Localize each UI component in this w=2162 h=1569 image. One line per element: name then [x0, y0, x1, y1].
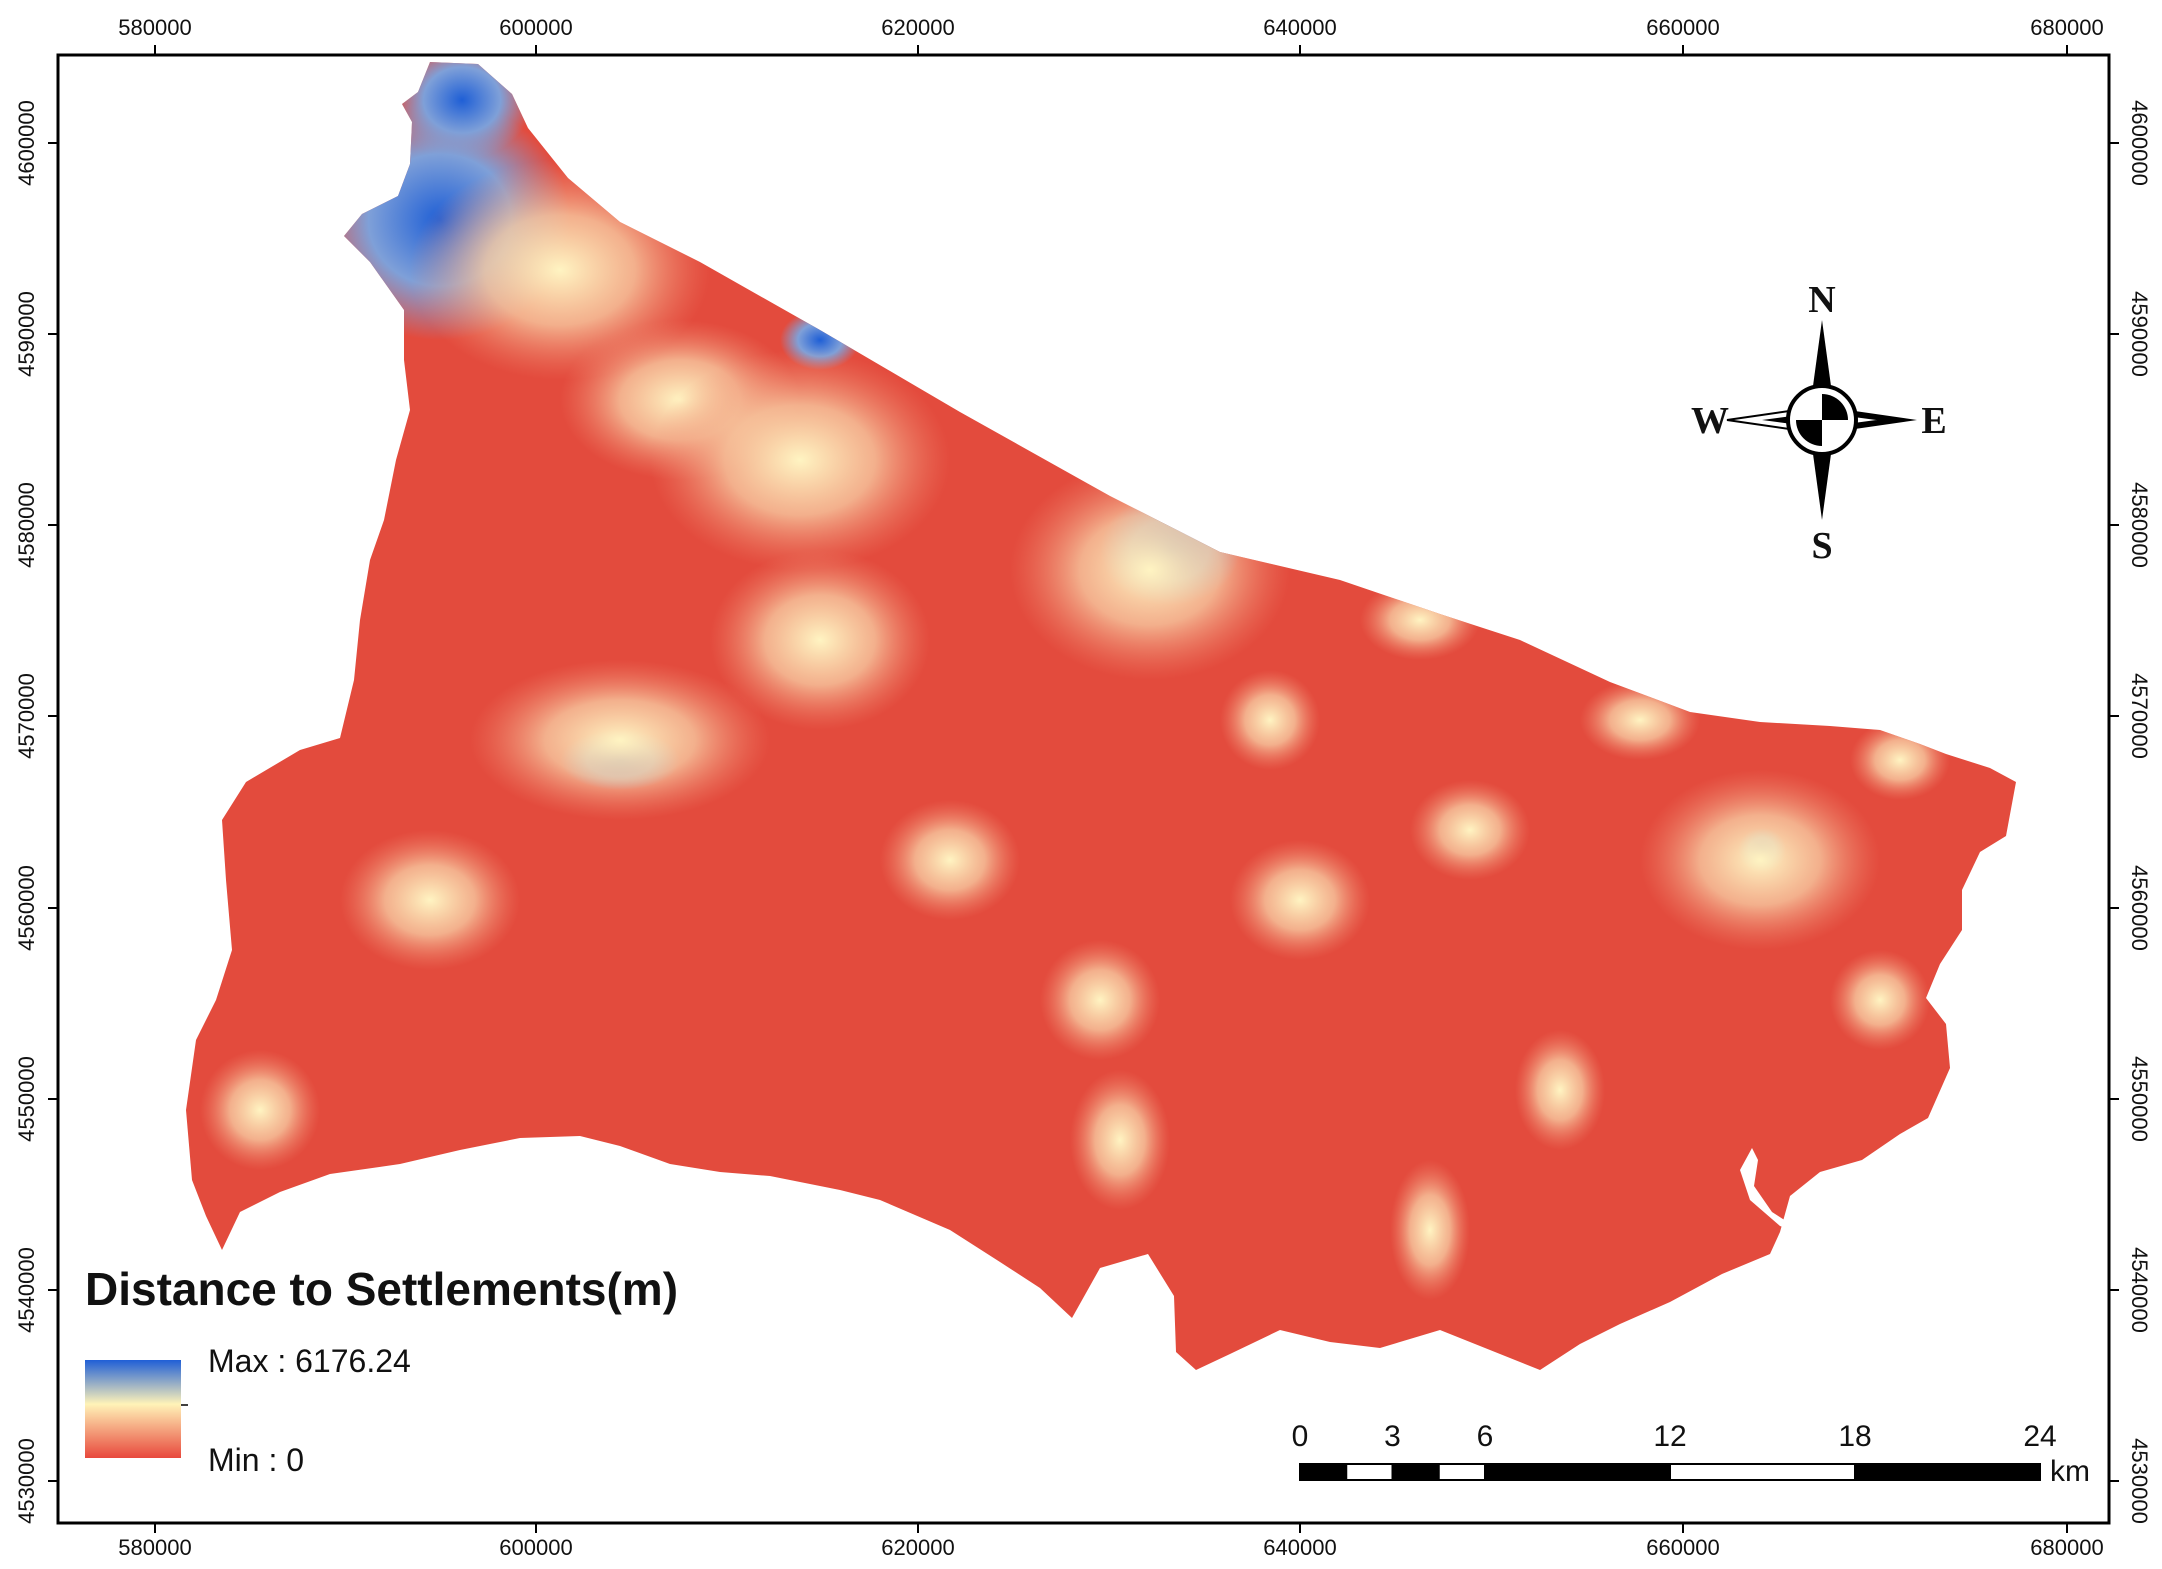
compass-south: S — [1811, 525, 1832, 567]
inlet — [1740, 1148, 1808, 1236]
x-tick-label-top: 680000 — [2030, 15, 2103, 40]
y-tick-label-left: 4530000 — [14, 1438, 39, 1524]
scale-tick-label: 18 — [1838, 1420, 1871, 1453]
scale-segment — [1484, 1463, 1671, 1481]
y-tick-label-right: 4550000 — [2127, 1056, 2152, 1142]
y-tick-label-left: 4570000 — [14, 673, 39, 759]
scale-segment — [1391, 1463, 1440, 1481]
x-tick-label-top: 580000 — [118, 15, 191, 40]
legend-max-label: Max : 6176.24 — [208, 1343, 411, 1379]
x-tick-label-top: 600000 — [499, 15, 572, 40]
scale-segment — [1299, 1463, 1348, 1481]
scale-segment — [1437, 1463, 1486, 1481]
y-tick-label-left: 4580000 — [14, 482, 39, 568]
x-tick-label-top: 660000 — [1646, 15, 1719, 40]
y-tick-label-right: 4530000 — [2127, 1438, 2152, 1524]
y-tick-label-right: 4590000 — [2127, 291, 2152, 377]
scale-tick-label: 0 — [1292, 1420, 1309, 1453]
x-tick-label-bottom: 660000 — [1646, 1535, 1719, 1560]
scale-segment — [1669, 1463, 1856, 1481]
y-tick-label-right: 4540000 — [2127, 1247, 2152, 1333]
north-arrow: N S E W — [1691, 279, 1947, 567]
y-tick-label-left: 4560000 — [14, 865, 39, 951]
y-tick-label-left: 4550000 — [14, 1056, 39, 1142]
legend-min-label: Min : 0 — [208, 1442, 304, 1478]
y-axis-ticks: 4600000 4600000 4590000 4590000 4580000 45800… — [14, 100, 2152, 1524]
x-tick-label-top: 640000 — [1263, 15, 1336, 40]
scale-bar: km 0 3 6 12 18 24 — [1292, 1420, 2090, 1488]
scale-unit: km — [2050, 1455, 2090, 1488]
x-tick-label-top: 620000 — [881, 15, 954, 40]
compass-north: N — [1808, 279, 1835, 321]
y-tick-label-right: 4600000 — [2127, 100, 2152, 186]
x-tick-label-bottom: 620000 — [881, 1535, 954, 1560]
scale-tick-label: 24 — [2023, 1420, 2056, 1453]
y-tick-label-left: 4590000 — [14, 291, 39, 377]
y-tick-label-right: 4570000 — [2127, 673, 2152, 759]
legend-title: Distance to Settlements(m) — [85, 1263, 678, 1315]
y-tick-label-right: 4560000 — [2127, 865, 2152, 951]
y-tick-label-left: 4540000 — [14, 1247, 39, 1333]
scale-tick-label: 6 — [1477, 1420, 1494, 1453]
compass-west: W — [1691, 400, 1729, 442]
scale-tick-label: 12 — [1653, 1420, 1686, 1453]
legend: Distance to Settlements(m) Max : 6176.24… — [85, 1263, 678, 1478]
x-axis-ticks: 580000 580000 600000 600000 620000 620000 6400… — [118, 15, 2103, 1560]
scale-segment — [1854, 1463, 2041, 1481]
x-tick-label-bottom: 680000 — [2030, 1535, 2103, 1560]
legend-color-ramp — [85, 1360, 181, 1458]
scale-segment — [1345, 1463, 1394, 1481]
x-tick-label-bottom: 600000 — [499, 1535, 572, 1560]
y-tick-label-left: 4600000 — [14, 100, 39, 186]
x-tick-label-bottom: 580000 — [118, 1535, 191, 1560]
compass-east: E — [1921, 400, 1946, 442]
scale-tick-label: 3 — [1384, 1420, 1401, 1453]
y-tick-label-right: 4580000 — [2127, 482, 2152, 568]
x-tick-label-bottom: 640000 — [1263, 1535, 1336, 1560]
